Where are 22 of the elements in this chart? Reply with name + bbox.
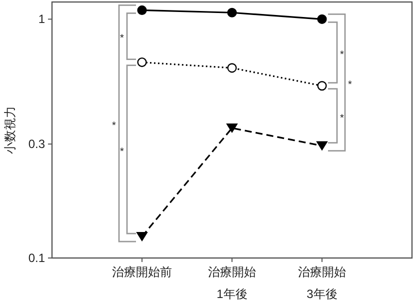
y-axis-title: 小数視力 [3, 106, 17, 154]
y-tick-label: 0.1 [28, 251, 46, 265]
y-tick-label: 1 [38, 12, 46, 26]
point [136, 232, 148, 242]
annotation: * [348, 79, 352, 90]
point [227, 8, 237, 18]
point [137, 57, 147, 68]
point [227, 63, 237, 73]
annotation: * [112, 120, 116, 132]
x-tick-label: 治療開始前 [112, 265, 172, 279]
annotation: * [120, 33, 124, 44]
point [226, 124, 238, 133]
x-tick-label: 治療開始 3年後 [298, 265, 346, 301]
y-tick-label: 0.3 [28, 137, 46, 152]
point [137, 5, 147, 16]
annotation: * [340, 112, 344, 124]
annotation: * [120, 146, 124, 158]
point [316, 141, 328, 150]
point [317, 14, 327, 24]
point [317, 81, 327, 91]
annotation: * [340, 49, 344, 60]
x-tick-label: 治療開始 1年後 [208, 265, 256, 301]
